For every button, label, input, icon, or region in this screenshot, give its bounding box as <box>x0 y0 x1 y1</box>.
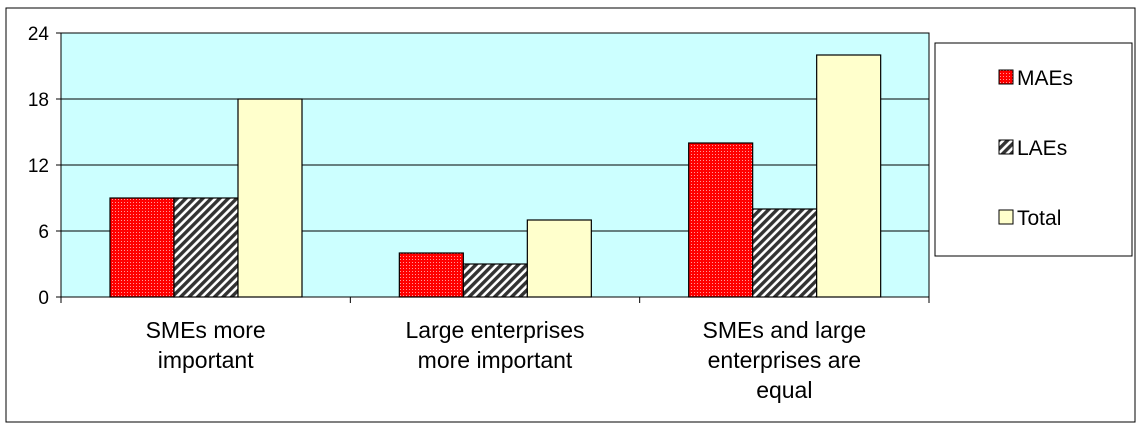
bar-maes-2 <box>398 252 464 298</box>
bar-maes-3 <box>688 142 754 298</box>
legend-swatch-maes <box>998 69 1014 85</box>
bar-total-1 <box>237 98 303 298</box>
bar-laes-1 <box>173 197 239 298</box>
y-tick-label: 12 <box>28 156 49 177</box>
category-label: Large enterprises <box>406 317 585 343</box>
legend-label-total: Total <box>1017 207 1061 230</box>
legend-swatch-laes <box>998 139 1014 155</box>
category-label: SMEs and large <box>703 317 867 343</box>
bar-maes-1 <box>109 197 175 298</box>
bar-laes-3 <box>752 208 818 298</box>
category-label: SMEs more <box>146 317 266 343</box>
category-label: enterprises are <box>708 347 861 373</box>
bar-total-2 <box>526 219 592 298</box>
legend-label-maes: MAEs <box>1017 67 1073 90</box>
y-tick-label: 24 <box>28 24 50 45</box>
legend-swatch-total <box>998 209 1014 225</box>
category-label: important <box>158 347 254 373</box>
y-tick-label: 6 <box>38 222 49 243</box>
legend-label-laes: LAEs <box>1017 137 1067 160</box>
y-tick-label: 0 <box>38 288 49 309</box>
y-tick-label: 18 <box>28 90 49 111</box>
bar-total-3 <box>816 54 882 298</box>
category-label: more important <box>418 347 573 373</box>
category-label: equal <box>756 377 812 403</box>
bar-laes-2 <box>462 263 528 298</box>
legend-box <box>934 42 1133 257</box>
